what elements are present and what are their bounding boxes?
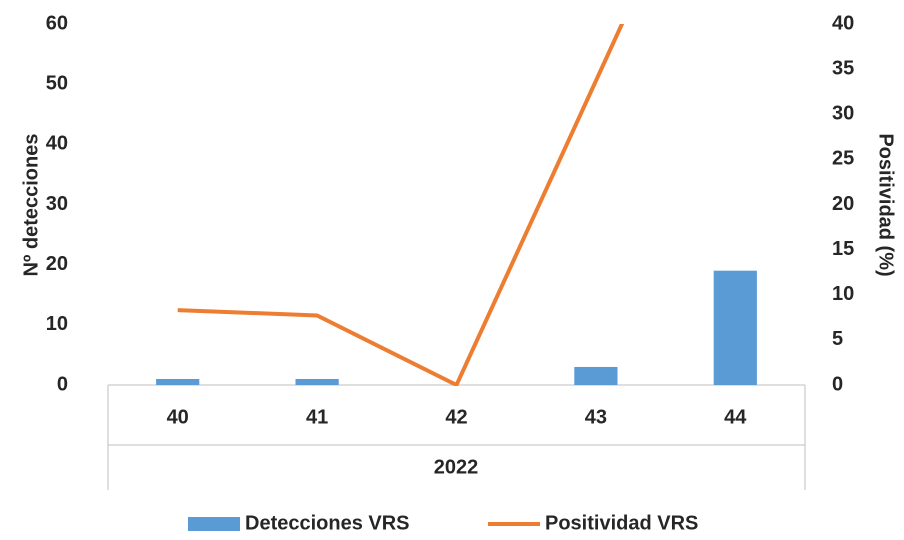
y-tick-label: 20 bbox=[46, 253, 68, 275]
y2-tick-label: 30 bbox=[832, 103, 854, 125]
y2-axis-title: Positividad (%) bbox=[875, 133, 897, 276]
line bbox=[177, 24, 625, 386]
y2-tick-label: 35 bbox=[832, 57, 854, 79]
bar bbox=[295, 378, 339, 385]
y-tick-label: 40 bbox=[46, 133, 68, 155]
y2-tick-label: 15 bbox=[832, 238, 854, 260]
y-tick-label: 30 bbox=[46, 193, 68, 215]
bar bbox=[574, 366, 618, 385]
y-tick-label: 10 bbox=[46, 313, 68, 335]
y2-tick-label: 25 bbox=[832, 148, 854, 170]
y2-tick-label: 40 bbox=[832, 12, 854, 34]
y-tick-label: 0 bbox=[57, 373, 68, 395]
x-tick-label: 42 bbox=[445, 406, 467, 428]
group-label: 2022 bbox=[434, 456, 479, 478]
x-tick-label: 41 bbox=[306, 406, 328, 428]
legend-swatch bbox=[188, 517, 240, 531]
x-tick-label: 44 bbox=[724, 406, 747, 428]
y-tick-label: 60 bbox=[46, 12, 68, 34]
x-tick-label: 40 bbox=[167, 406, 189, 428]
x-tick-label: 43 bbox=[585, 406, 607, 428]
y2-tick-label: 10 bbox=[832, 283, 854, 305]
y-axis-title: Nº detecciones bbox=[20, 134, 42, 277]
bar bbox=[156, 378, 200, 385]
y2-tick-label: 0 bbox=[832, 373, 843, 395]
legend-label: Positividad VRS bbox=[545, 512, 698, 534]
y2-tick-label: 20 bbox=[832, 193, 854, 215]
bar bbox=[713, 270, 757, 385]
legend-label: Detecciones VRS bbox=[245, 512, 410, 534]
y-tick-label: 50 bbox=[46, 72, 68, 94]
y2-tick-label: 5 bbox=[832, 328, 843, 350]
